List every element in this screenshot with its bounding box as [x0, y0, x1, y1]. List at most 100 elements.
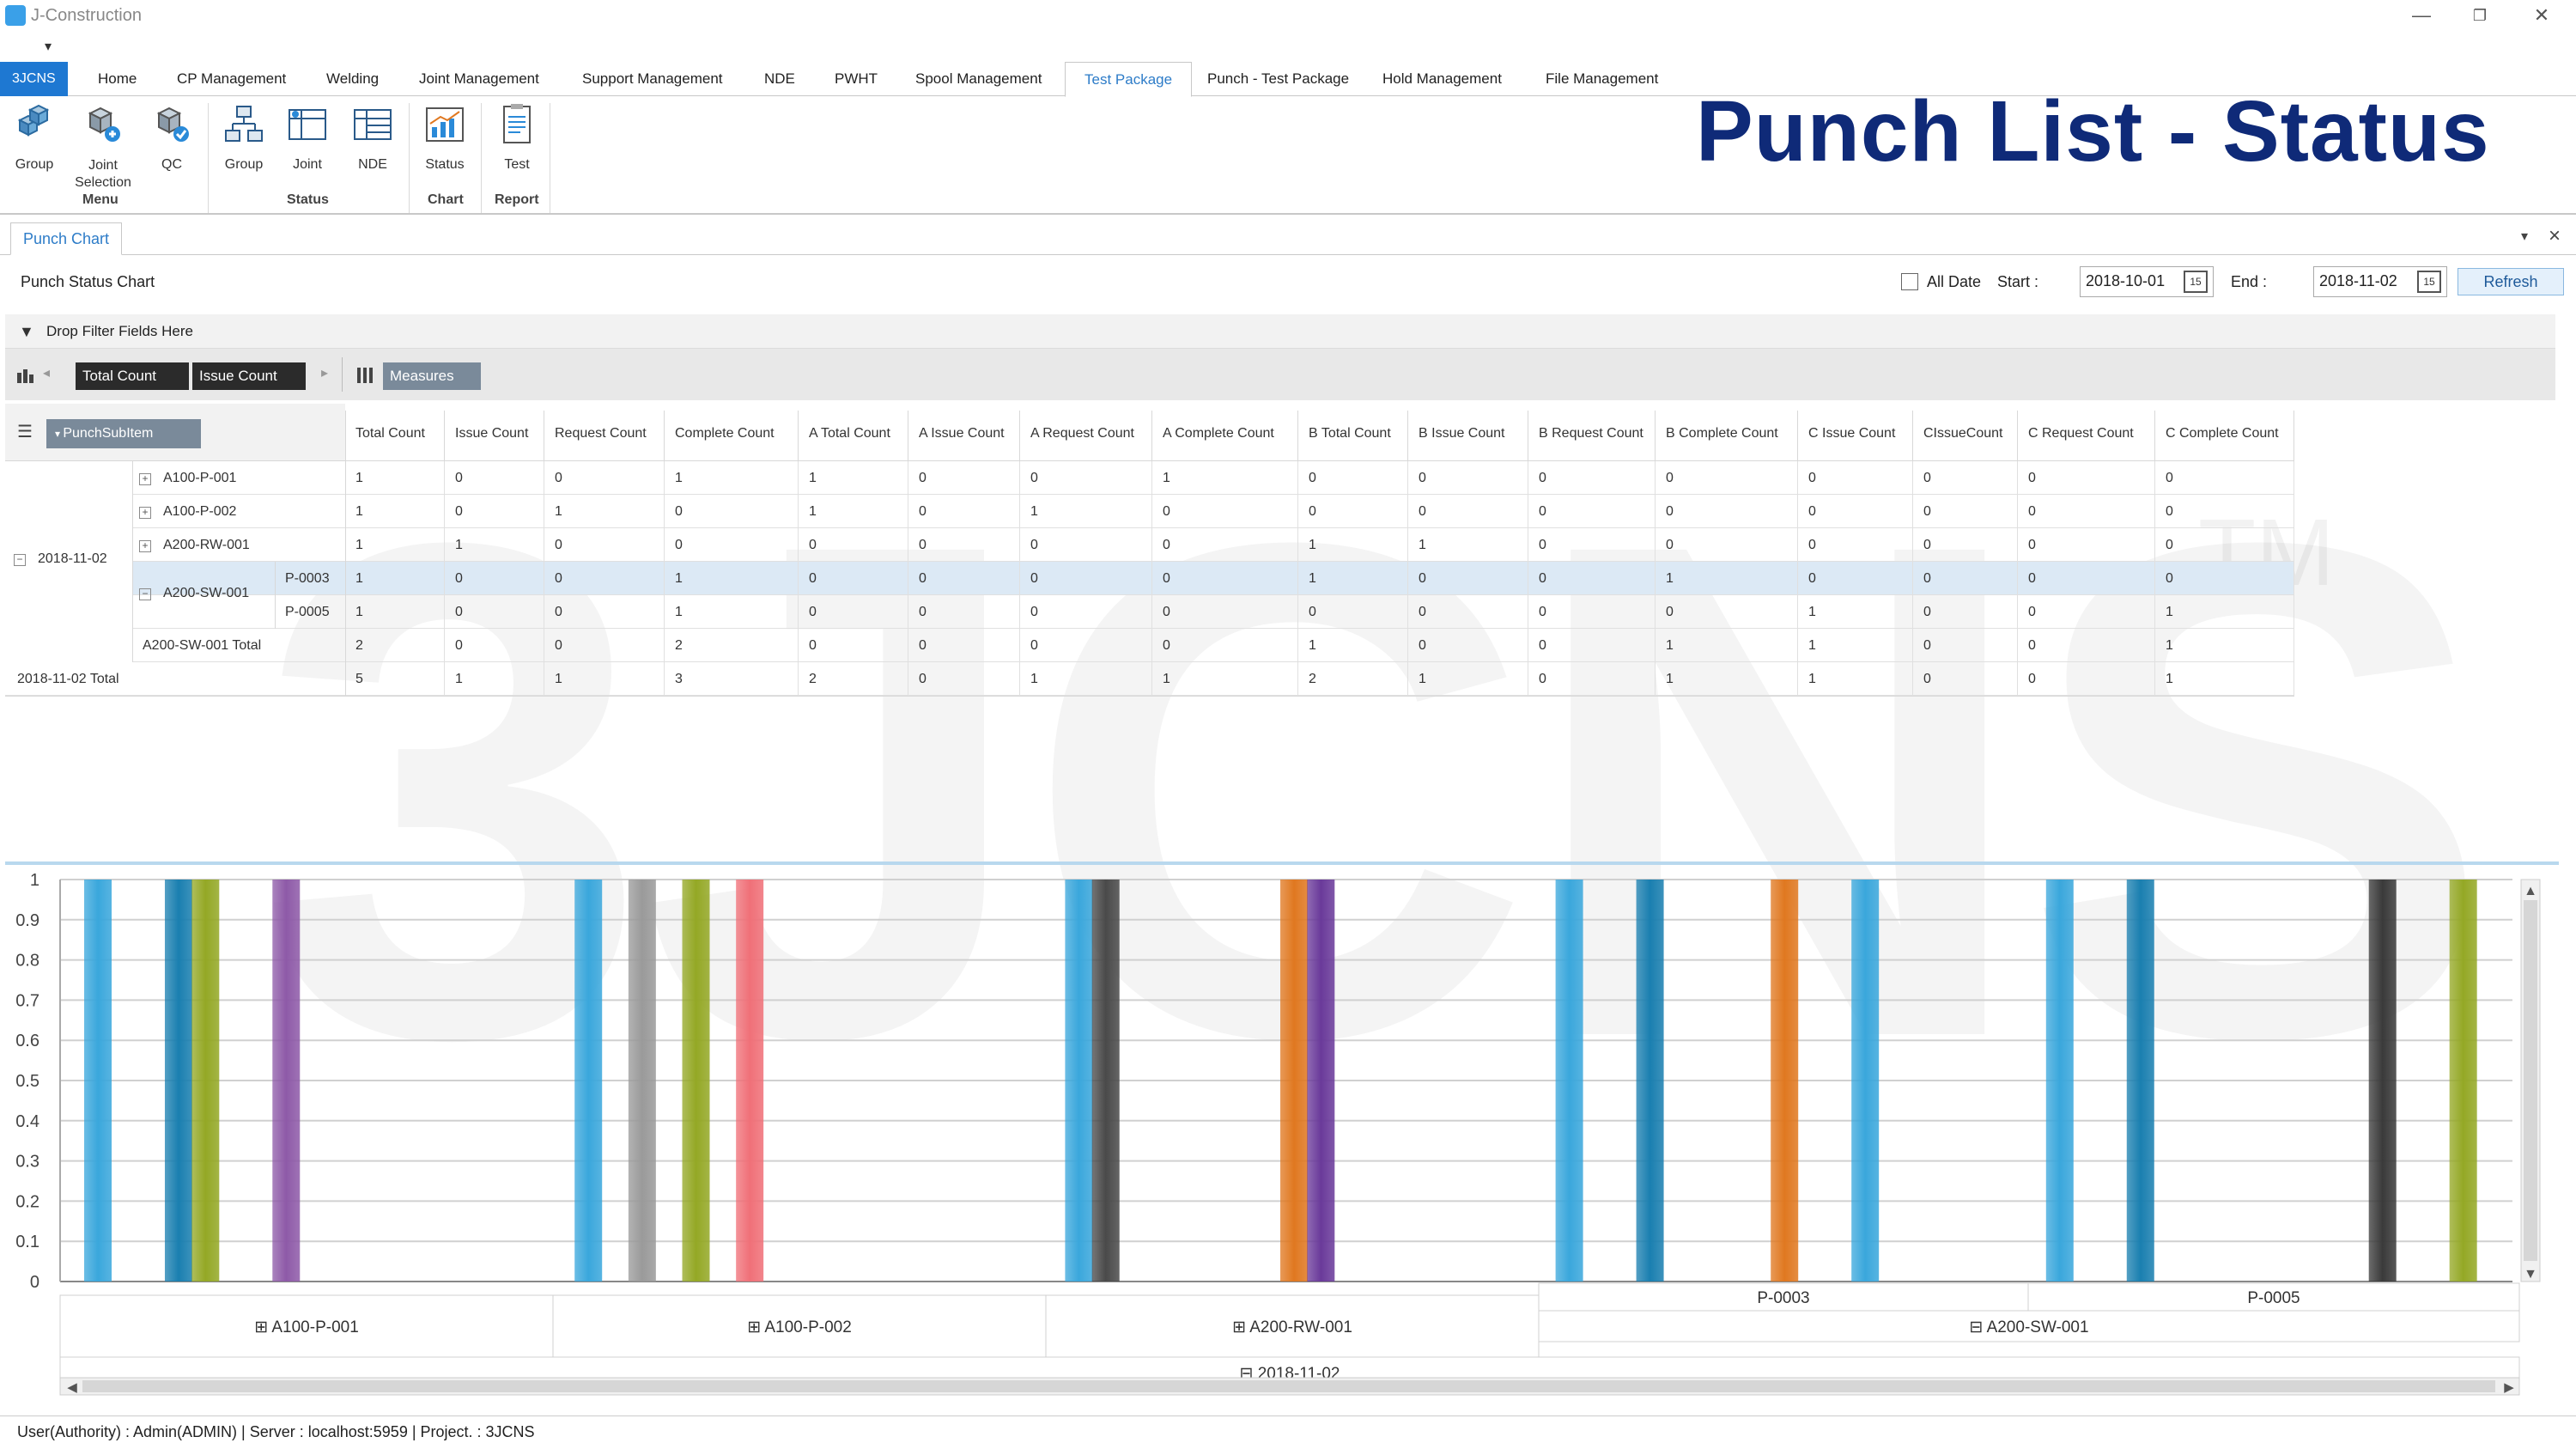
- table-cell[interactable]: 1: [1152, 461, 1298, 495]
- table-cell[interactable]: 0: [908, 662, 1020, 696]
- tab-home[interactable]: Home: [98, 70, 137, 87]
- table-row[interactable]: [132, 595, 2294, 629]
- row-header-item[interactable]: + A100-P-002: [139, 504, 236, 520]
- tab-file-management[interactable]: File Management: [1546, 70, 1659, 87]
- table-cell[interactable]: 0: [1913, 562, 2018, 595]
- table-cell[interactable]: 1: [1656, 662, 1798, 696]
- table-cell[interactable]: 0: [799, 629, 908, 662]
- table-cell[interactable]: 0: [1152, 528, 1298, 562]
- table-cell[interactable]: 0: [1798, 461, 1913, 495]
- table-cell[interactable]: 1: [1656, 629, 1798, 662]
- tab-joint-management[interactable]: Joint Management: [419, 70, 539, 87]
- table-cell[interactable]: 0: [1152, 495, 1298, 528]
- table-cell[interactable]: 0: [1020, 528, 1152, 562]
- restore-button[interactable]: ❐: [2472, 7, 2488, 24]
- table-row[interactable]: [132, 562, 2294, 595]
- table-cell[interactable]: 1: [1408, 662, 1528, 696]
- table-cell[interactable]: 1: [2155, 662, 2294, 696]
- table-cell[interactable]: 0: [445, 595, 544, 629]
- table-cell[interactable]: 0: [1408, 562, 1528, 595]
- table-cell[interactable]: 1: [445, 662, 544, 696]
- scroll-right-icon[interactable]: ▸: [321, 366, 329, 381]
- collapse-icon[interactable]: −: [14, 554, 26, 566]
- column-header[interactable]: A Issue Count: [908, 411, 1020, 460]
- table-cell[interactable]: 1: [665, 562, 799, 595]
- table-cell[interactable]: 0: [799, 595, 908, 629]
- table-cell[interactable]: 0: [908, 595, 1020, 629]
- table-row[interactable]: [132, 461, 2294, 495]
- table-cell[interactable]: 0: [1020, 562, 1152, 595]
- tab-welding[interactable]: Welding: [326, 70, 380, 87]
- table-cell[interactable]: 0: [544, 562, 665, 595]
- table-cell[interactable]: 0: [2018, 662, 2155, 696]
- close-icon[interactable]: ×: [2549, 224, 2561, 247]
- table-cell[interactable]: 0: [544, 595, 665, 629]
- table-cell[interactable]: 1: [2155, 629, 2294, 662]
- table-cell[interactable]: 2: [345, 629, 445, 662]
- table-cell[interactable]: 1: [345, 595, 445, 629]
- table-cell[interactable]: 0: [1528, 528, 1656, 562]
- table-cell[interactable]: 0: [1408, 595, 1528, 629]
- table-row[interactable]: [132, 528, 2294, 562]
- tab-support-management[interactable]: Support Management: [582, 70, 723, 87]
- table-cell[interactable]: 1: [1408, 528, 1528, 562]
- table-row[interactable]: [132, 629, 2294, 662]
- table-cell[interactable]: 1: [2155, 595, 2294, 629]
- measures-field[interactable]: Measures: [383, 362, 481, 390]
- splitter[interactable]: [5, 861, 2559, 865]
- tab-pwht[interactable]: PWHT: [835, 70, 878, 87]
- table-cell[interactable]: 3: [665, 662, 799, 696]
- table-cell[interactable]: 0: [908, 528, 1020, 562]
- table-cell[interactable]: 0: [544, 528, 665, 562]
- column-header[interactable]: B Total Count: [1298, 411, 1408, 460]
- table-cell[interactable]: 0: [1913, 461, 2018, 495]
- table-cell[interactable]: 0: [799, 562, 908, 595]
- table-cell[interactable]: 1: [799, 461, 908, 495]
- table-cell[interactable]: 1: [345, 495, 445, 528]
- table-cell[interactable]: 0: [2155, 528, 2294, 562]
- table-cell[interactable]: 0: [1528, 595, 1656, 629]
- table-cell[interactable]: 0: [1913, 629, 2018, 662]
- column-header[interactable]: B Request Count: [1528, 411, 1656, 460]
- table-cell[interactable]: 1: [1798, 595, 1913, 629]
- table-cell[interactable]: 0: [1798, 528, 1913, 562]
- calendar-icon[interactable]: 15: [2184, 271, 2208, 293]
- table-cell[interactable]: 1: [1298, 562, 1408, 595]
- tab-hold-management[interactable]: Hold Management: [1382, 70, 1502, 87]
- joint-selection-button[interactable]: Joint Selection: [70, 101, 136, 192]
- table-cell[interactable]: 0: [908, 629, 1020, 662]
- start-date-field[interactable]: 2018-10-01 15: [2080, 266, 2214, 297]
- table-cell[interactable]: 0: [1020, 595, 1152, 629]
- table-cell[interactable]: 0: [1152, 629, 1298, 662]
- status-joint-button[interactable]: Joint: [275, 101, 340, 173]
- table-cell[interactable]: 1: [665, 595, 799, 629]
- status-nde-button[interactable]: NDE: [340, 101, 405, 173]
- table-cell[interactable]: 0: [2018, 461, 2155, 495]
- expand-icon[interactable]: +: [139, 507, 151, 519]
- table-cell[interactable]: 0: [665, 495, 799, 528]
- table-cell[interactable]: 0: [2018, 595, 2155, 629]
- table-cell[interactable]: 0: [665, 528, 799, 562]
- column-header[interactable]: B Complete Count: [1656, 411, 1798, 460]
- column-header[interactable]: A Request Count: [1020, 411, 1152, 460]
- app-menu-button[interactable]: 3JCNS: [0, 62, 68, 96]
- table-cell[interactable]: 0: [1913, 595, 2018, 629]
- table-cell[interactable]: 1: [1298, 629, 1408, 662]
- table-cell[interactable]: 1: [1298, 528, 1408, 562]
- table-cell[interactable]: 0: [1913, 528, 2018, 562]
- table-cell[interactable]: 0: [2018, 528, 2155, 562]
- table-cell[interactable]: 0: [1528, 562, 1656, 595]
- close-button[interactable]: ✕: [2533, 4, 2550, 26]
- table-cell[interactable]: 1: [544, 495, 665, 528]
- tab-test-package[interactable]: Test Package: [1065, 62, 1193, 97]
- table-cell[interactable]: 0: [908, 562, 1020, 595]
- table-cell[interactable]: 0: [1528, 629, 1656, 662]
- table-cell[interactable]: 0: [1656, 528, 1798, 562]
- table-cell[interactable]: 0: [445, 629, 544, 662]
- table-cell[interactable]: 2: [1298, 662, 1408, 696]
- table-cell[interactable]: 0: [1913, 662, 2018, 696]
- calendar-icon[interactable]: 15: [2417, 271, 2441, 293]
- table-cell[interactable]: 0: [2018, 495, 2155, 528]
- table-cell[interactable]: 0: [1913, 495, 2018, 528]
- table-cell[interactable]: 0: [799, 528, 908, 562]
